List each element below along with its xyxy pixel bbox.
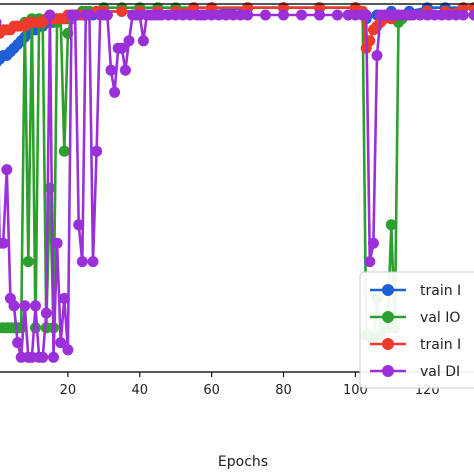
data-point: [76, 256, 88, 268]
data-point: [1, 164, 13, 176]
data-point: [109, 86, 121, 98]
x-tick-label: 40: [131, 383, 148, 398]
legend: train I val IO train I val DI: [359, 271, 474, 389]
data-point: [123, 35, 135, 47]
data-point: [62, 344, 74, 356]
data-point: [58, 145, 70, 157]
data-point: [44, 9, 56, 21]
data-point: [0, 18, 2, 27]
data-point: [83, 9, 95, 21]
data-point: [360, 9, 372, 21]
legend-label: train I: [420, 283, 461, 299]
data-point: [69, 9, 81, 21]
data-point: [12, 337, 24, 349]
data-point: [22, 256, 34, 268]
data-point: [119, 64, 131, 76]
legend-item: train I: [370, 337, 461, 353]
data-point: [91, 145, 103, 157]
data-point: [8, 300, 20, 312]
legend-item: val IO: [370, 310, 460, 326]
data-point: [314, 9, 325, 21]
data-point: [30, 300, 41, 312]
data-point: [55, 337, 67, 349]
legend-label: val IO: [420, 310, 460, 326]
legend-swatch-marker: [382, 365, 394, 377]
data-point: [364, 256, 376, 268]
data-point: [116, 42, 128, 54]
data-point: [468, 9, 474, 21]
plot-frame: [0, 3, 474, 373]
data-point: [137, 35, 149, 47]
data-point: [367, 237, 379, 249]
x-axis-label: Epochs: [218, 454, 268, 470]
data-point: [0, 237, 9, 249]
data-point: [40, 307, 52, 319]
data-point: [260, 9, 271, 21]
legend-swatch-marker: [382, 338, 394, 350]
data-point: [371, 50, 383, 61]
legend-item: val DI: [370, 364, 460, 380]
data-point: [101, 9, 113, 21]
data-point: [58, 292, 70, 304]
data-point: [278, 9, 289, 21]
data-point: [242, 9, 254, 21]
legend-label: train I: [420, 337, 461, 353]
data-point: [331, 9, 343, 21]
data-point: [385, 219, 397, 231]
data-point: [457, 9, 469, 21]
data-point: [296, 9, 307, 21]
legend-swatch-marker: [382, 284, 394, 296]
data-point: [105, 64, 117, 76]
data-point: [44, 182, 56, 194]
legend-item: train I: [370, 283, 461, 299]
x-tick-label: 80: [275, 383, 292, 398]
series-4: [0, 9, 474, 363]
legend-label: val DI: [420, 364, 460, 380]
x-tick-label: 20: [60, 383, 77, 398]
data-point: [48, 351, 59, 363]
data-point: [37, 351, 49, 363]
data-point: [87, 256, 99, 268]
legend-box: [359, 271, 474, 389]
x-tick-label: 60: [203, 383, 220, 398]
data-point: [116, 5, 128, 17]
data-point: [51, 237, 63, 249]
legend-swatch-marker: [382, 311, 394, 323]
data-point: [73, 219, 85, 231]
data-point: [19, 300, 31, 312]
